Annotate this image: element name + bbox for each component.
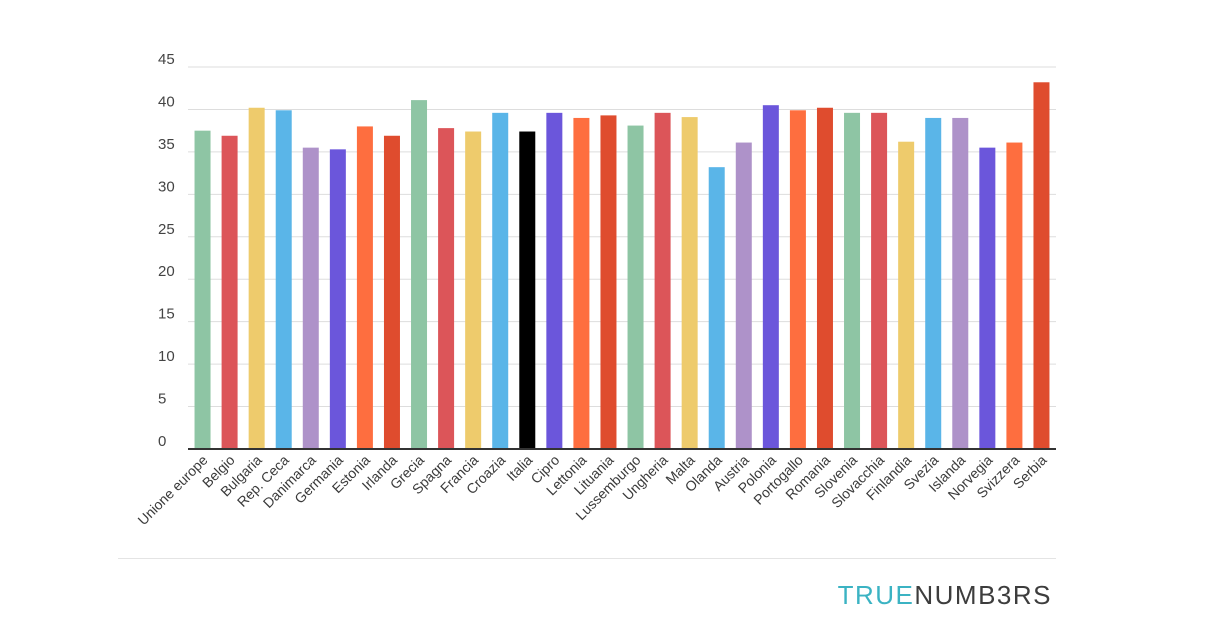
brand-logo: TRUENUMB3RS (838, 580, 1052, 611)
bar (1006, 142, 1023, 449)
y-tick-label: 35 (158, 136, 175, 153)
bar (898, 141, 915, 450)
bar (302, 147, 319, 449)
bar (952, 117, 969, 449)
bar (329, 149, 346, 449)
bar (789, 110, 806, 449)
bar (248, 107, 265, 449)
bar (762, 105, 779, 449)
x-tick-label: Unione europe (134, 452, 210, 528)
bar (925, 117, 942, 449)
bar (654, 112, 671, 449)
y-tick-label: 15 (158, 306, 175, 323)
y-tick-label: 25 (158, 221, 175, 238)
bar (194, 130, 211, 449)
bar (275, 110, 292, 449)
bar (816, 107, 833, 449)
bar (979, 147, 996, 449)
bar (519, 131, 536, 449)
bar (844, 112, 861, 449)
footer-divider (118, 558, 1056, 559)
bar (681, 117, 698, 449)
bar (600, 115, 617, 450)
y-tick-label: 40 (158, 93, 175, 110)
y-tick-label: 10 (158, 348, 175, 365)
bar (465, 131, 482, 449)
y-tick-label: 5 (158, 391, 166, 408)
bar (492, 112, 509, 449)
bar (438, 128, 455, 449)
bar (708, 167, 725, 449)
bar (1033, 82, 1050, 449)
bar (735, 142, 752, 449)
bar (627, 125, 644, 449)
bar (356, 126, 373, 449)
brand-logo-part1: TRUE (837, 580, 915, 610)
bar (221, 135, 238, 449)
bar (573, 117, 590, 449)
y-tick-label: 30 (158, 178, 175, 195)
y-tick-label: 45 (158, 51, 175, 68)
y-tick-label: 0 (158, 433, 166, 450)
bar (383, 135, 400, 449)
brand-logo-part2: NUMB3RS (914, 580, 1052, 610)
bar (546, 112, 563, 449)
bar (411, 100, 428, 450)
y-tick-label: 20 (158, 263, 175, 280)
bar (871, 112, 888, 449)
